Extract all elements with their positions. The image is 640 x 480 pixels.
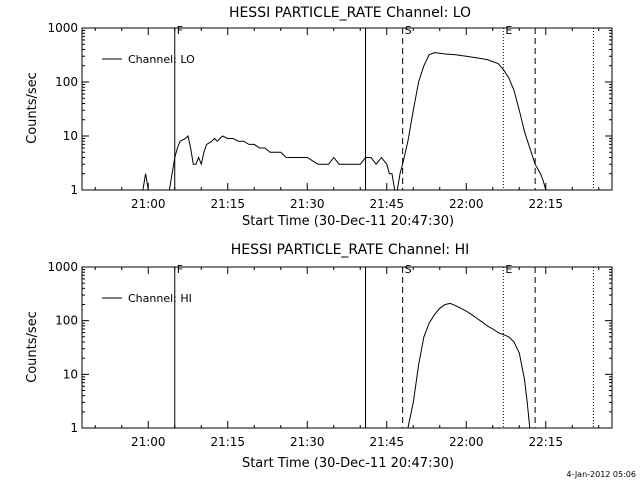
x-tick-label: 22:00 [449, 435, 484, 449]
y-tick-label: 1 [70, 421, 78, 435]
legend-label: Channel: HI [128, 292, 192, 305]
x-tick-label: 21:00 [131, 435, 166, 449]
x-axis-label: Start Time (30-Dec-11 20:47:30) [242, 214, 454, 229]
time-marker-label: E [505, 24, 512, 37]
x-tick-label: 22:15 [528, 197, 563, 211]
x-tick-label: 21:00 [131, 197, 166, 211]
series-line [407, 302, 531, 429]
chart-title: HESSI PARTICLE_RATE Channel: HI [231, 242, 469, 258]
chart-panel-lo: HESSI PARTICLE_RATE Channel: LO Start Ti… [25, 5, 613, 229]
x-tick-label: 22:15 [528, 435, 563, 449]
y-tick-label: 100 [55, 75, 78, 89]
y-tick-label: 1000 [47, 260, 78, 274]
chart-title: HESSI PARTICLE_RATE Channel: LO [229, 5, 471, 21]
y-tick-label: 1000 [47, 21, 78, 35]
x-tick-label: 21:30 [290, 197, 325, 211]
x-tick-label: 21:15 [210, 435, 245, 449]
time-marker-label: F [177, 24, 183, 37]
legend-label: Channel: LO [128, 53, 195, 66]
time-marker-label: S [405, 24, 412, 37]
chart-panel-hi: HESSI PARTICLE_RATE Channel: HI Start Ti… [25, 242, 613, 471]
y-axis-label: Counts/sec [25, 311, 40, 383]
y-tick-label: 100 [55, 314, 78, 328]
time-marker-label: S [405, 263, 412, 276]
y-tick-label: 1 [70, 183, 78, 197]
plot-frame [81, 266, 613, 429]
y-tick-label: 10 [63, 367, 78, 381]
x-axis-label: Start Time (30-Dec-11 20:47:30) [242, 456, 454, 471]
plot-frame [81, 27, 613, 191]
time-marker-label: E [505, 263, 512, 276]
footer-timestamp: 4-Jan-2012 05:06 [566, 470, 636, 479]
x-tick-label: 21:45 [369, 197, 404, 211]
x-tick-label: 21:45 [369, 435, 404, 449]
x-tick-label: 21:30 [290, 435, 325, 449]
series-line [142, 52, 551, 191]
x-tick-label: 22:00 [449, 197, 484, 211]
x-tick-label: 21:15 [210, 197, 245, 211]
y-axis-label: Counts/sec [25, 72, 40, 144]
time-marker-label: F [177, 263, 183, 276]
y-tick-label: 10 [63, 129, 78, 143]
